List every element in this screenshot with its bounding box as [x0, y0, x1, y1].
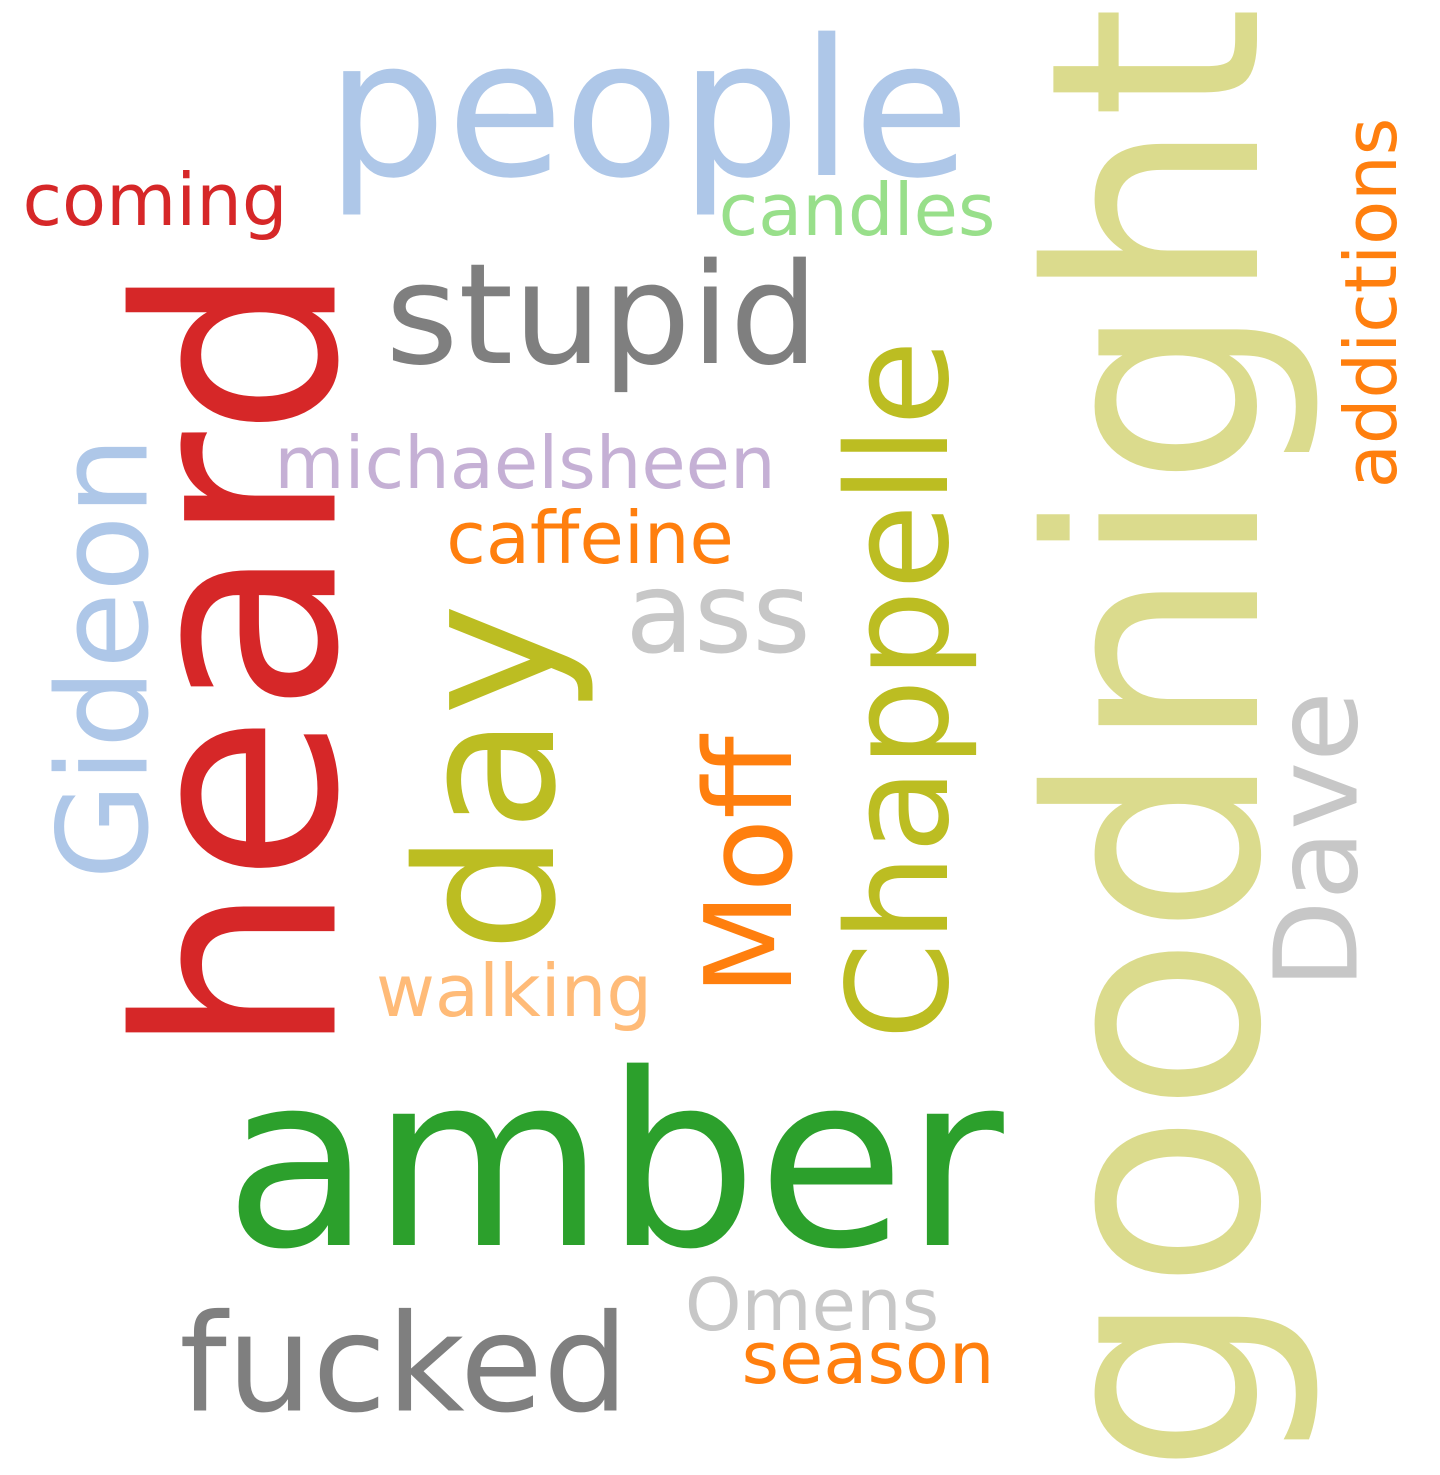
word-michaelsheen: michaelsheen: [274, 421, 776, 505]
word-season: season: [741, 1316, 995, 1400]
word-ass: ass: [625, 549, 811, 679]
word-people: people: [325, 0, 971, 220]
word-moff: Moff: [681, 736, 820, 996]
word-cloud: goodnight amber heard people day Chappel…: [22, 0, 1413, 1475]
word-walking: walking: [375, 949, 653, 1033]
word-stupid: stupid: [385, 234, 819, 397]
word-candles: candles: [718, 168, 996, 252]
word-dave: Dave: [1250, 691, 1385, 989]
word-coming: coming: [22, 158, 288, 242]
word-gideon: Gideon: [31, 436, 177, 880]
word-day: day: [377, 603, 598, 953]
word-caffeine: caffeine: [446, 496, 734, 580]
word-chappelle: Chappelle: [818, 339, 981, 1041]
word-fucked: fucked: [179, 1285, 629, 1443]
word-addictions: addictions: [1329, 117, 1413, 489]
word-amber: amber: [224, 1022, 1004, 1302]
word-omens: Omens: [684, 1263, 940, 1347]
